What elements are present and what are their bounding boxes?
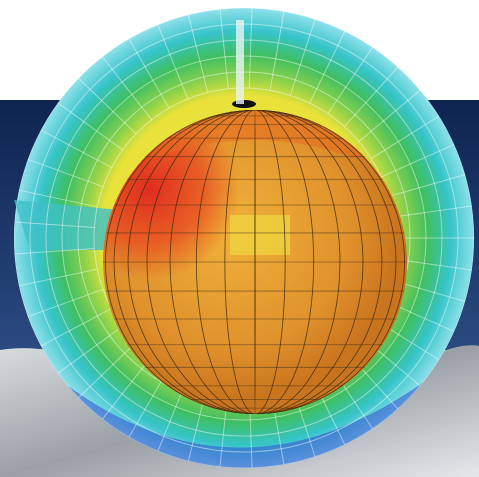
shell-spoke bbox=[27, 288, 104, 318]
shell-spoke bbox=[128, 38, 170, 109]
shell-spoke bbox=[327, 47, 374, 114]
shell-spoke bbox=[309, 31, 346, 104]
shell-spoke bbox=[57, 325, 123, 374]
shell-spoke bbox=[358, 89, 421, 142]
shell-spoke bbox=[40, 307, 112, 347]
shell-spoke bbox=[14, 221, 95, 229]
shell-spoke bbox=[219, 9, 229, 89]
shell-spoke bbox=[18, 268, 98, 287]
shell-spoke bbox=[18, 189, 98, 208]
shell-spoke bbox=[370, 115, 440, 159]
shell-spoke bbox=[102, 56, 153, 121]
shell-spoke bbox=[269, 11, 285, 91]
shell-spoke bbox=[380, 143, 455, 178]
shell-spoke bbox=[392, 205, 472, 218]
shell-spoke bbox=[102, 355, 153, 420]
shell-spoke bbox=[27, 158, 104, 188]
shell-spoke bbox=[248, 8, 253, 89]
shell-spoke bbox=[14, 247, 95, 255]
shell-spoke bbox=[57, 102, 123, 151]
meridian-cut bbox=[236, 20, 244, 104]
warm-patch bbox=[230, 215, 290, 255]
shell-spoke bbox=[187, 14, 209, 93]
shell-spoke bbox=[78, 341, 137, 399]
shell-spoke bbox=[343, 66, 399, 127]
shell-spoke bbox=[78, 77, 137, 135]
shell-spoke bbox=[289, 19, 316, 96]
shell-spoke bbox=[388, 174, 466, 198]
shell-spoke bbox=[157, 24, 189, 100]
shell-spoke bbox=[40, 129, 112, 169]
